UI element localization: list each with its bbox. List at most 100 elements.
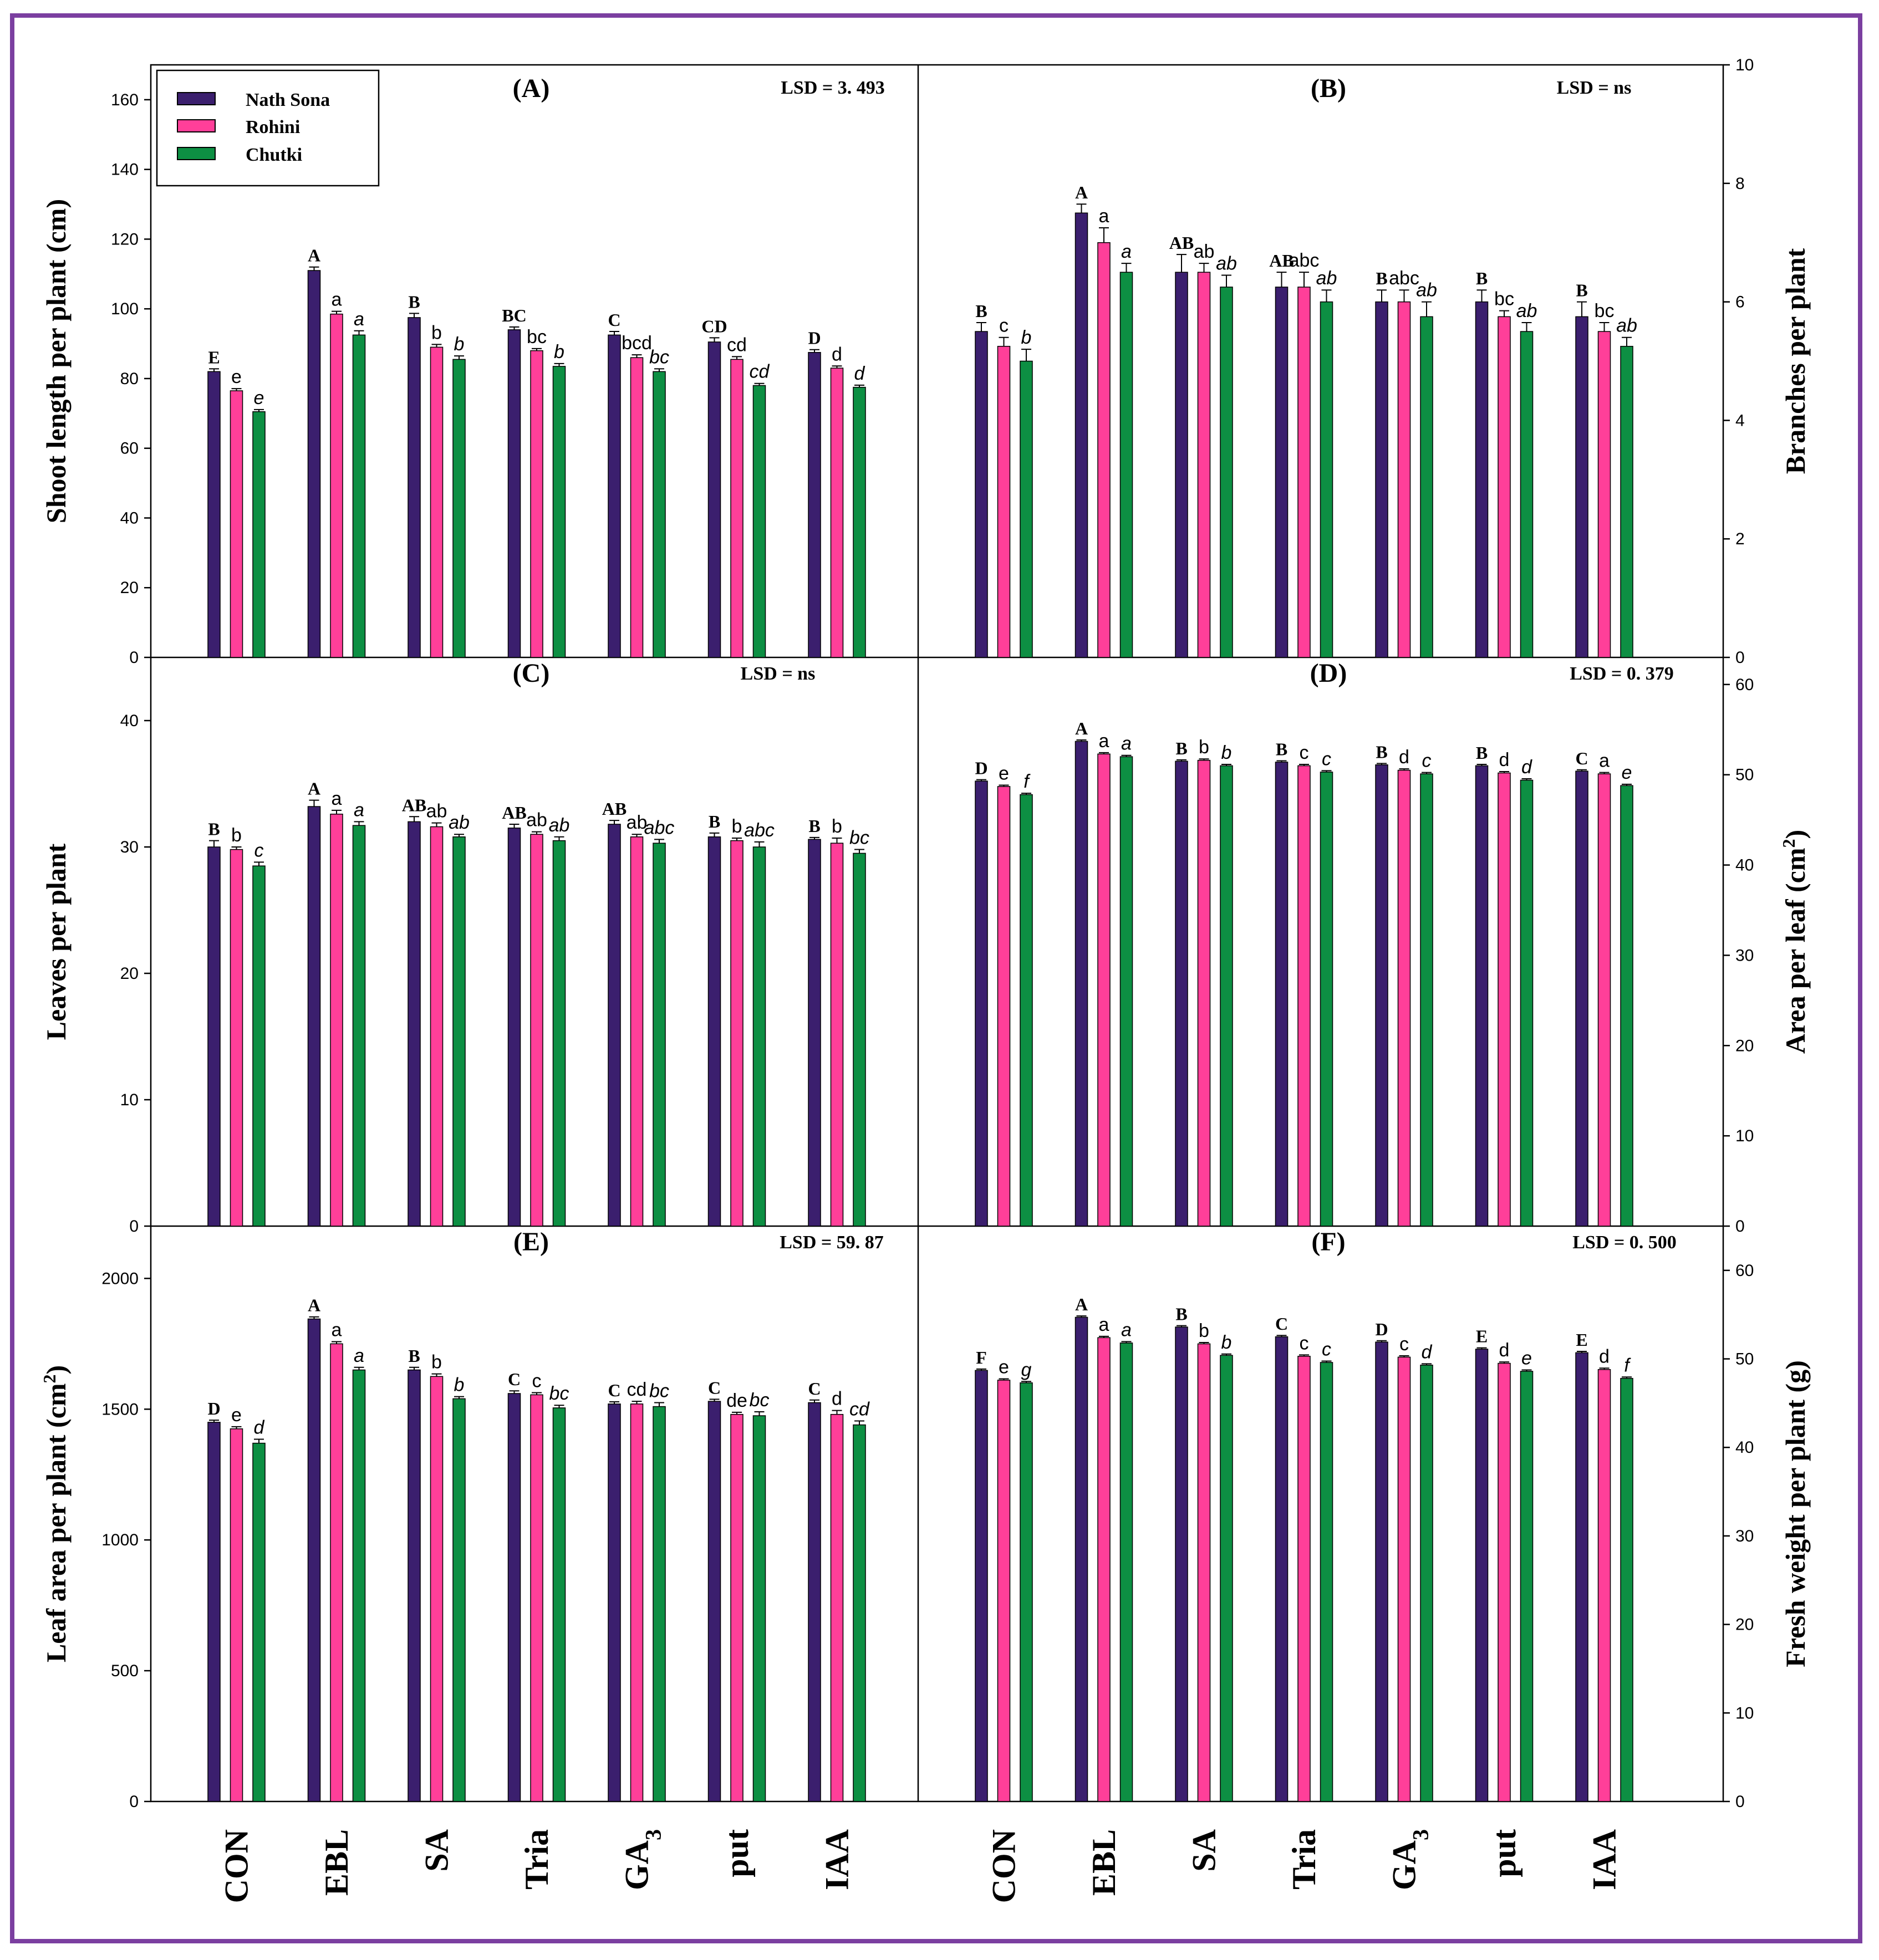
panel-b-sig-letter: c [999, 315, 1009, 336]
panel-a-title: (A) [513, 74, 550, 103]
panel-b-ytick-label: 4 [1735, 411, 1745, 430]
panel-f-bar-put-rohini [1498, 1362, 1511, 1802]
panel-c-bar-con-rohini [230, 849, 243, 1227]
panel-c-bar-con-nath-sona [207, 846, 221, 1227]
panel-a-bar-ga3-rohini [630, 357, 644, 658]
panel-c-sig-letter: b [732, 816, 742, 837]
panel-e-bar-ga3-nath-sona [608, 1403, 621, 1802]
panel-d-sig-letter: B [1175, 738, 1187, 758]
panel-a-bar-sa-rohini [430, 346, 444, 658]
panel-d-sig-letter: B [1476, 743, 1488, 763]
panel-f-sig-letter: e [999, 1356, 1009, 1377]
x-label-left-sa: SA [419, 1829, 455, 1872]
panel-f-bar-iaa-rohini [1597, 1369, 1611, 1802]
panel-d-bar-ga3-nath-sona [1375, 764, 1388, 1227]
panel-c-bar-put-chutki [752, 846, 766, 1227]
panel-f-bar-ga3-rohini [1397, 1356, 1411, 1802]
panel-a-bar-tria-rohini [530, 350, 543, 658]
x-label-right-sa: SA [1186, 1829, 1223, 1872]
panel-d-sig-letter: B [1276, 739, 1287, 759]
panel-e-bar-tria-chutki [552, 1407, 566, 1802]
panel-e-sig-letter: C [708, 1377, 721, 1397]
panel-f-ytick-label: 60 [1735, 1262, 1754, 1280]
panel-a-ytick-label: 120 [111, 230, 139, 248]
panel-f-bar-ebl-rohini [1097, 1337, 1111, 1802]
panel-b-sig-letter: ab [1616, 315, 1637, 336]
panel-d-sig-letter: f [1023, 771, 1031, 792]
panel-d-sig-letter: b [1221, 742, 1232, 763]
panel-f-sig-letter: c [1322, 1339, 1331, 1360]
panel-b-bar-tria-nath-sona [1275, 287, 1289, 658]
panel-c-sig-letter: b [231, 825, 242, 846]
panel-e-sig-letter: C [808, 1379, 821, 1398]
panel-e-bar-ga3-rohini [630, 1403, 644, 1802]
panel-b-bar-con-nath-sona [975, 331, 988, 658]
panel-f-ytick-label: 0 [1735, 1793, 1745, 1811]
panel-b-bar-con-chutki [1020, 360, 1033, 658]
panel-a-sig-letter: CD [701, 316, 727, 336]
panel-f-sig-letter: d [1422, 1341, 1433, 1362]
panel-f-ytick-label: 30 [1735, 1527, 1754, 1545]
panel-b-sig-letter: B [975, 301, 987, 321]
panel-d-bar-iaa-nath-sona [1575, 770, 1588, 1227]
panel-b-ytick-label: 8 [1735, 175, 1745, 193]
panel-a-lsd: LSD = 3. 493 [781, 78, 885, 98]
panel-c-sig-letter: ab [627, 812, 648, 833]
panel-a-sig-letter: d [832, 344, 842, 365]
panel-e-lsd: LSD = 59. 87 [780, 1232, 884, 1253]
panel-e-sig-letter: a [332, 1320, 342, 1341]
panel-b-sig-letter: ab [1194, 241, 1215, 262]
panel-f-sig-letter: a [1121, 1319, 1132, 1340]
panel-d-ytick-label: 50 [1735, 766, 1754, 784]
panel-a-bar-ebl-nath-sona [307, 270, 321, 658]
panel-a-bar-ga3-chutki [653, 371, 666, 658]
panel-f-sig-letter: E [1476, 1326, 1488, 1346]
panel-e-bar-tria-nath-sona [507, 1393, 521, 1802]
panel-b-sig-letter: ab [1316, 268, 1337, 289]
panel-d-sig-letter: d [1399, 747, 1409, 768]
panel-c-bar-tria-nath-sona [507, 828, 521, 1227]
panel-d-bar-ga3-rohini [1397, 769, 1411, 1227]
panel-d-bar-ebl-nath-sona [1075, 741, 1088, 1227]
panel-c-ylabel: Leaves per plant [40, 843, 72, 1040]
panel-f-bar-tria-nath-sona [1275, 1336, 1289, 1802]
panel-b-ytick-label: 6 [1735, 293, 1745, 312]
panel-e-sig-letter: bc [649, 1380, 669, 1401]
panel-e-title: (E) [513, 1227, 549, 1257]
panel-b-sig-letter: B [1376, 268, 1387, 288]
panel-a-bar-con-nath-sona [207, 371, 221, 658]
panel-f-sig-letter: F [976, 1348, 987, 1367]
panel-d-bar-put-rohini [1498, 772, 1511, 1227]
panel-c-sig-letter: AB [602, 799, 627, 819]
panel-c-sig-letter: abc [744, 820, 775, 841]
x-label-left-ebl: EBL [318, 1829, 355, 1896]
panel-b-sig-letter: bc [1595, 300, 1615, 321]
panel-f-bar-ga3-chutki [1420, 1364, 1433, 1802]
legend-swatch-chutki [177, 147, 216, 160]
panel-b-ytick-label: 2 [1735, 530, 1745, 548]
panel-a-sig-letter: a [332, 289, 342, 310]
panel-e-ytick-label: 500 [111, 1662, 139, 1680]
panel-d-ytick-label: 30 [1735, 946, 1754, 964]
panel-f-bar-con-chutki [1020, 1382, 1033, 1802]
panel-f-sig-letter: B [1175, 1304, 1187, 1324]
panel-c-sig-letter: B [208, 819, 220, 839]
panel-f-sig-letter: e [1521, 1348, 1532, 1369]
panel-b-bar-iaa-nath-sona [1575, 316, 1588, 658]
panel-c-sig-letter: ab [549, 815, 570, 836]
panel-f-sig-letter: D [1375, 1319, 1388, 1339]
panel-a-ytick-label: 140 [111, 161, 139, 179]
panel-d-bar-tria-nath-sona [1275, 762, 1289, 1227]
panel-f-lsd: LSD = 0. 500 [1572, 1232, 1677, 1253]
panel-b-bar-iaa-rohini [1597, 331, 1611, 658]
panel-a-ytick-label: 100 [111, 300, 139, 318]
panel-e-bar-tria-rohini [530, 1394, 543, 1802]
panel-a-sig-letter: bc [527, 326, 547, 348]
bars-layer [207, 203, 1633, 1802]
panel-a-sig-letter: b [454, 334, 465, 355]
panel-b-bar-put-rohini [1498, 316, 1511, 658]
panel-e-bar-put-rohini [730, 1413, 744, 1802]
legend-label-chutki: Chutki [246, 145, 302, 165]
panel-e-sig-letter: C [508, 1369, 521, 1389]
panel-b-sig-letter: A [1075, 182, 1088, 202]
